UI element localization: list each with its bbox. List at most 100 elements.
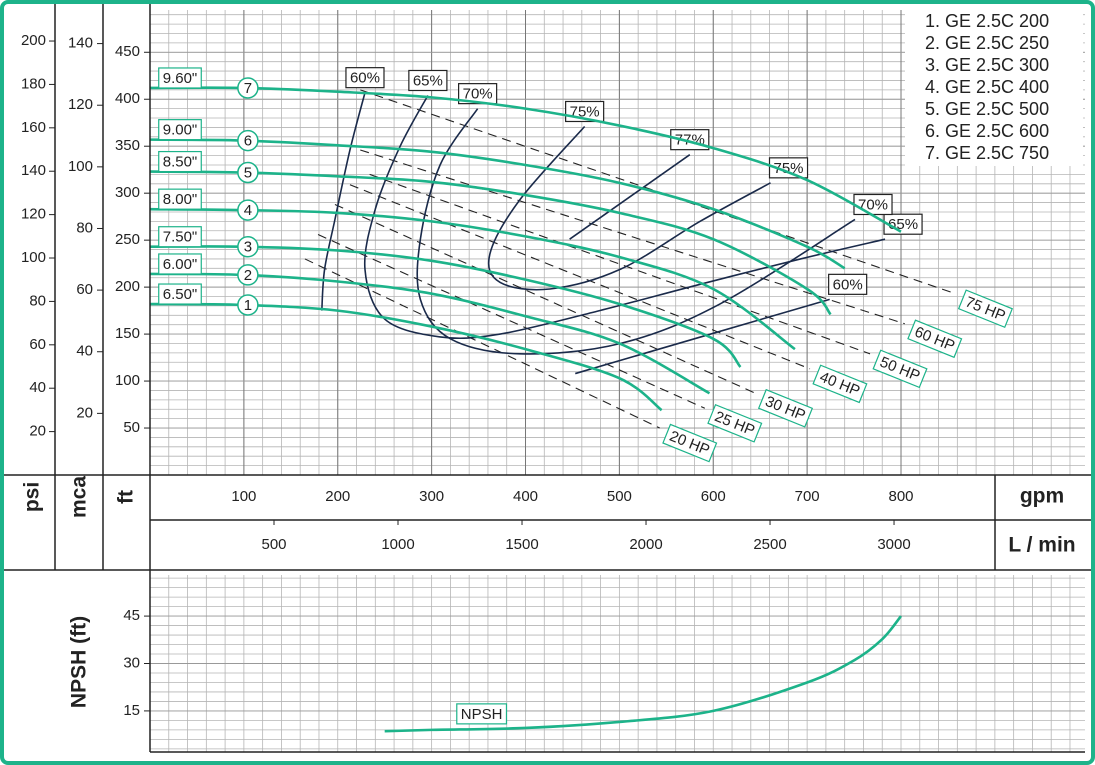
impeller-label-box [158,150,202,173]
curve [149,170,832,316]
curve-number-badge [237,235,259,258]
curve-number-badge [237,129,259,152]
y-tick-label: 450 [115,43,140,60]
curve-number-badge [237,264,259,286]
efficiency-line [487,125,771,291]
x-tick-label: 200 [325,488,350,505]
x-tick-label: 100 [231,488,256,505]
curve-number: 2 [244,267,252,284]
curve-number: 5 [244,164,252,181]
legend-entry: 5. GE 2.5C 500 [925,99,1049,119]
y-tick-label: 150 [115,325,140,342]
x-tick-label: 400 [513,488,538,505]
mca-tick-label: 140 [68,35,93,52]
curve-number: 4 [244,202,252,219]
psi-tick-label: 80 [29,292,46,309]
psi-axis-label: psi [21,482,44,512]
impeller-label-box [158,283,202,305]
efficiency-label-box [883,213,923,235]
curve-number-badge [237,199,259,221]
impeller-label-box [158,253,202,275]
efficiency-line [363,95,886,340]
curve-number-badge [237,294,259,316]
impeller-label-box [158,188,202,210]
mca-tick-label: 40 [76,343,93,360]
psi-tick-label: 60 [29,336,46,353]
efficiency-line [575,298,830,375]
efficiency-label-box [458,83,498,105]
curve-number: 3 [244,239,252,256]
curve-number: 6 [244,133,252,150]
power-line [317,234,706,409]
curve-number: 1 [244,297,252,314]
y-tick-label: 250 [115,231,140,248]
efficiency-line [569,154,691,240]
curve [149,86,902,233]
power-label-box [812,364,868,404]
npsh-axis-label: NPSH (ft) [68,616,91,708]
legend-entry: 7. GE 2.5C 750 [925,143,1049,163]
impeller-label: 8.00" [163,191,198,208]
x-tick-label: 300 [419,488,444,505]
psi-tick-label: 40 [29,379,46,396]
curve-number: 7 [244,80,252,97]
y-tick-label: 45 [123,607,140,624]
legend-entry: 2. GE 2.5C 250 [925,33,1049,53]
psi-tick-label: 180 [21,75,46,92]
x2-tick-label: 2000 [629,536,662,553]
power-label-box [662,423,718,463]
power-line [304,258,660,429]
efficiency-label-box [768,157,809,179]
efficiency-label-box [828,273,868,295]
efficiency-label: 60% [833,276,863,293]
x-tick-label: 700 [795,488,820,505]
power-label-box [907,319,963,359]
efficiency-line [416,108,856,355]
curve [149,138,846,270]
psi-tick-label: 20 [29,423,46,440]
efficiency-label: 70% [858,196,888,213]
y-tick-label: 15 [123,702,140,719]
impeller-label: 9.00" [163,122,198,139]
power-label-box [757,388,814,428]
y-tick-label: 400 [115,90,140,107]
y-tick-label: 30 [123,654,140,671]
x-tick-label: 800 [888,488,913,505]
impeller-label: 7.50" [163,229,198,246]
psi-tick-label: 120 [21,206,46,223]
mca-tick-label: 100 [68,158,93,175]
mca-tick-label: 60 [76,281,93,298]
psi-tick-label: 200 [21,32,46,49]
y-tick-label: 300 [115,184,140,201]
efficiency-label: 65% [413,72,443,89]
power-line [360,149,905,325]
x-tick-label: 600 [701,488,726,505]
impeller-label: 6.00" [163,256,198,273]
efficiency-label: 70% [463,86,493,103]
legend-entry: 6. GE 2.5C 600 [925,121,1049,141]
power-label-box [872,349,928,389]
efficiency-label: 65% [888,216,918,233]
power-line [334,203,756,394]
legend-entry: 1. GE 2.5C 200 [925,11,1049,31]
y-tick-label: 350 [115,137,140,154]
mca-tick-label: 120 [68,96,93,113]
curve-number-badge [237,77,259,99]
efficiency-label: 60% [350,70,380,87]
impeller-label: 6.50" [163,286,198,303]
ft-axis-label: ft [115,490,138,504]
legend-entry: 4. GE 2.5C 400 [925,77,1049,97]
mca-axis-label: mca [68,476,91,518]
y-tick-label: 50 [123,419,140,436]
legend-box [905,8,1083,166]
power-label-box [957,289,1014,329]
power-line [369,173,871,355]
efficiency-line [320,92,366,311]
impeller-label-box [158,119,202,141]
impeller-label-box [158,226,202,248]
x2-tick-label: 3000 [877,536,910,553]
psi-tick-label: 100 [21,249,46,266]
